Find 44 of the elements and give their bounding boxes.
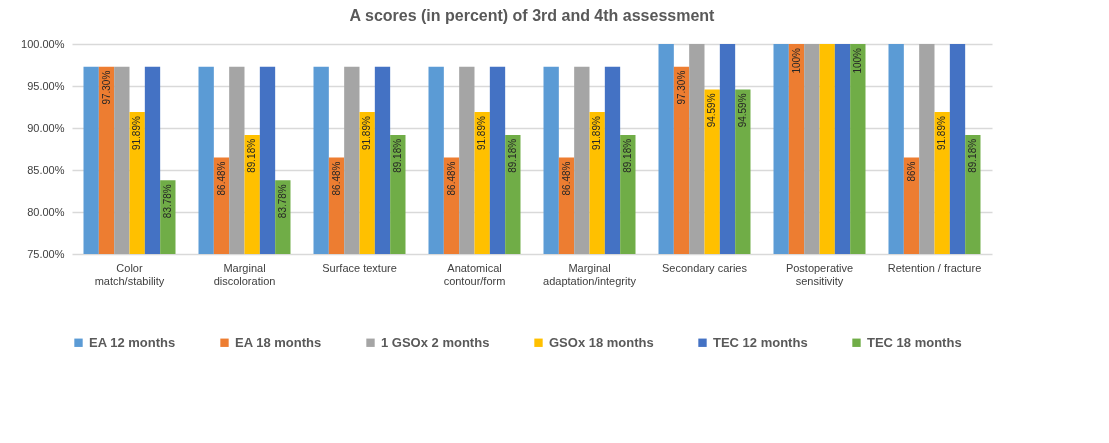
chart-title: A scores (in percent) of 3rd and 4th assessment	[349, 7, 716, 24]
data-label: 86%	[905, 161, 917, 182]
data-label: 83.78%	[276, 184, 288, 219]
data-label: 86.48%	[560, 161, 572, 196]
legend-label: 1 GSOx 2 months	[381, 334, 490, 350]
data-label: 100%	[851, 47, 863, 74]
x-tick-label: Marginal discoloration	[213, 261, 276, 287]
x-tick-label: Surface texture	[322, 261, 397, 274]
y-tick-label: 90.00%	[27, 121, 65, 134]
x-tick-label: Marginal adaptation/integrity	[543, 261, 637, 287]
data-label: 83.78%	[161, 184, 173, 219]
data-label: 91.89%	[131, 116, 143, 151]
y-tick-label: 100.00%	[21, 37, 65, 50]
legend-label: EA 18 months	[235, 334, 322, 350]
data-label: 86.48%	[215, 161, 227, 196]
data-label: 89.18%	[391, 138, 403, 173]
data-label: 89.18%	[621, 138, 633, 173]
data-label: 91.89%	[361, 116, 373, 151]
data-label: 89.18%	[966, 138, 978, 173]
x-tick-label: Anatomical contour/form	[443, 261, 506, 287]
data-label: 91.89%	[476, 116, 488, 151]
data-label: 94.59%	[706, 93, 718, 128]
x-tick-label: Color match/stability	[94, 261, 165, 287]
data-label: 86.48%	[445, 161, 457, 196]
x-tick-label: Secondary caries	[662, 261, 748, 274]
legend-label: GSOx 18 months	[549, 334, 654, 350]
data-label: 91.89%	[936, 116, 948, 151]
y-tick-label: 85.00%	[27, 163, 65, 176]
legend-label: TEC 12 months	[713, 334, 808, 350]
data-label: 97.30%	[100, 70, 112, 105]
data-label: 89.18%	[506, 138, 518, 173]
legend-label: EA 12 months	[89, 334, 176, 350]
y-tick-label: 95.00%	[27, 79, 65, 92]
x-tick-label: Retention / fracture	[887, 261, 982, 274]
data-label: 86.48%	[330, 161, 342, 196]
y-tick-label: 80.00%	[27, 205, 65, 218]
data-label: 94.59%	[736, 93, 748, 128]
data-label: 97.30%	[675, 70, 687, 105]
data-label: 100%	[790, 47, 802, 74]
data-label: 91.89%	[591, 116, 603, 151]
data-label: 89.18%	[246, 138, 258, 173]
y-tick-label: 75.00%	[27, 247, 65, 260]
x-tick-label: Postoperative sensitivity	[785, 261, 854, 287]
legend-label: TEC 18 months	[867, 334, 962, 350]
